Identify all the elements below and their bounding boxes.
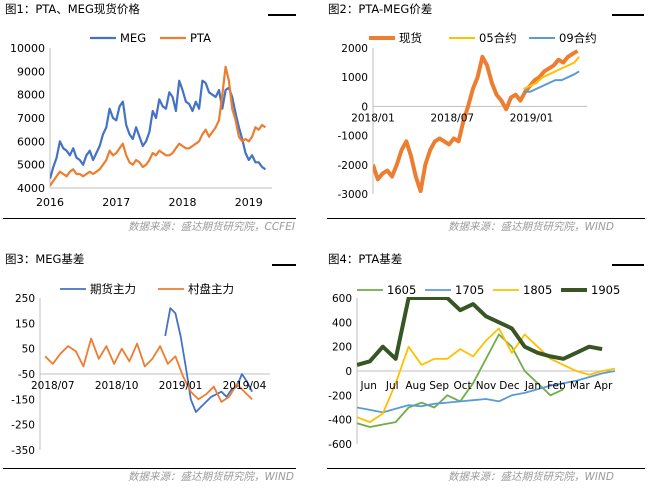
fig4-title: 图4：PTA基差 [328,252,403,266]
fig4-legend-label: 1805 [523,283,552,297]
fig2-legend-label: 现货 [399,31,422,45]
fig3-xtick-label: 2018/07 [31,380,75,392]
fig2-legend-label: 09合约 [559,31,597,45]
fig4-legend-label: 1905 [591,283,620,297]
fig4-series-3-line [357,327,616,424]
fig2-ytick-label: 0 [361,101,368,113]
fig3-ytick-label: -250 [11,420,35,432]
fig2-series-1-line [373,49,579,194]
fig3-legend-label: 期货主力 [90,282,136,296]
fig2-title-rule [612,14,644,16]
fig1-xtick-label: 2016 [36,196,64,209]
fig1-bottom-rule [3,218,296,219]
fig3-title-rule [272,264,296,266]
fig1-chart: 4000 5000 6000 7000 8000 9000 10000 2016 2017 201… [10,31,272,209]
fig4-xtick-label: Dec [499,380,520,392]
fig2-bottom-rule [327,218,645,219]
fig3-ytick-label: -50 [18,369,35,381]
fig4-chart: -600 -400 -200 0 200 400 600 Jun Jul Aug Sep Oct Nov… [328,283,620,451]
fig1-xtick-label: 2018 [169,196,197,209]
fig3-xtick-label: 2019/04 [223,380,267,392]
fig1-series-2-line [50,65,267,187]
fig1-ytick-label: 9000 [17,65,45,78]
fig4-xtick-label: Mar [570,380,590,392]
fig2-legend-label: 05合约 [479,31,517,45]
fig3-xtick-label: 2018/10 [95,380,139,392]
fig4-ytick-label: -600 [328,439,352,451]
fig1-series-1-line [50,79,267,179]
fig3-source: 数据来源：盛达期货研究院，WIND [128,471,294,483]
fig4-xtick-label: Nov [476,380,497,392]
fig4-ytick-label: 200 [332,342,352,354]
fig3-chart: -350 -250 -150 -50 50 150 250 2018/07 2018/10 201… [11,282,270,457]
fig1-title: 图1：PTA、MEG现货价格 [5,2,140,16]
fig4-xtick-label: Sep [429,380,449,392]
fig3-series-1-line [164,307,253,413]
fig4-source: 数据来源：盛达期货研究院，WIND [448,471,614,483]
fig3-bottom-rule [3,468,296,469]
fig1-ytick-label: 8000 [17,89,45,102]
fig2-series-2-line [523,56,580,90]
fig1-ytick-label: 5000 [17,159,45,172]
fig1-legend-label: PTA [190,31,211,45]
fig4-xtick-label: Aug [405,380,426,392]
fig2-series-3-line [523,70,580,93]
fig4-series-2-line [357,370,616,414]
fig3-title: 图3：MEG基差 [5,252,85,266]
fig3-ytick-label: 150 [15,318,35,330]
fig4-ytick-label: -400 [328,415,352,427]
fig1-title-rule [268,14,296,16]
fig2-title: 图2：PTA-MEG价差 [328,2,433,16]
fig4-ytick-label: 0 [345,366,352,378]
fig1-source: 数据来源：盛达期货研究院，CCFEI [128,221,295,233]
fig2-xtick-label: 2018/07 [430,112,474,124]
fig4-bottom-rule [327,468,645,469]
fig1-xtick-label: 2017 [102,196,130,209]
fig4-series-4-line [357,297,603,367]
fig1-ytick-label: 6000 [17,135,45,148]
fig4-legend-label: 1605 [387,283,416,297]
fig3-series-2-line [44,337,253,403]
fig4-title-rule [612,264,644,266]
fig4-legend-label: 1705 [455,283,484,297]
fig2-ytick-label: -1000 [337,131,368,143]
fig2-ytick-label: 2000 [341,43,368,55]
fig2-source: 数据来源：盛达期货研究院，WIND [448,221,614,233]
fig3-ytick-label: 50 [22,344,35,356]
fig4-xtick-label: Feb [547,380,566,392]
fig4-xtick-label: Jun [360,380,377,392]
fig1-xtick-label: 2019 [235,196,263,209]
fig3-xtick-label: 2019/01 [159,380,203,392]
fig3-ytick-label: -150 [11,394,35,406]
fig4-xtick-label: Apr [594,380,613,392]
fig4-xtick-label: Jan [524,380,541,392]
fig3-ytick-label: 250 [15,293,35,305]
fig1-legend-label: MEG [120,31,146,45]
fig2-ytick-label: -3000 [337,189,368,201]
fig2-xtick-label: 2018/01 [351,112,395,124]
fig4-ytick-label: -200 [328,390,352,402]
fig4-ytick-label: 400 [332,317,352,329]
fig2-ytick-label: 1000 [341,72,368,84]
fig1-ytick-label: 7000 [17,112,45,125]
fig4-xtick-label: Jul [385,380,399,392]
fig3-legend-label: 村盘主力 [188,282,234,296]
fig4-ytick-label: 600 [332,293,352,305]
fig1-ytick-label: 4000 [17,182,45,195]
fig2-ytick-label: -2000 [337,160,368,172]
fig2-xtick-label: 2019/01 [510,112,554,124]
fig4-xtick-label: Oct [453,380,471,392]
fig3-ytick-label: -350 [11,445,35,457]
fig2-chart: -3000 -2000 -1000 0 1000 2000 2018/01 2018/07 20… [337,31,597,201]
fig1-ytick-label: 10000 [10,42,45,55]
